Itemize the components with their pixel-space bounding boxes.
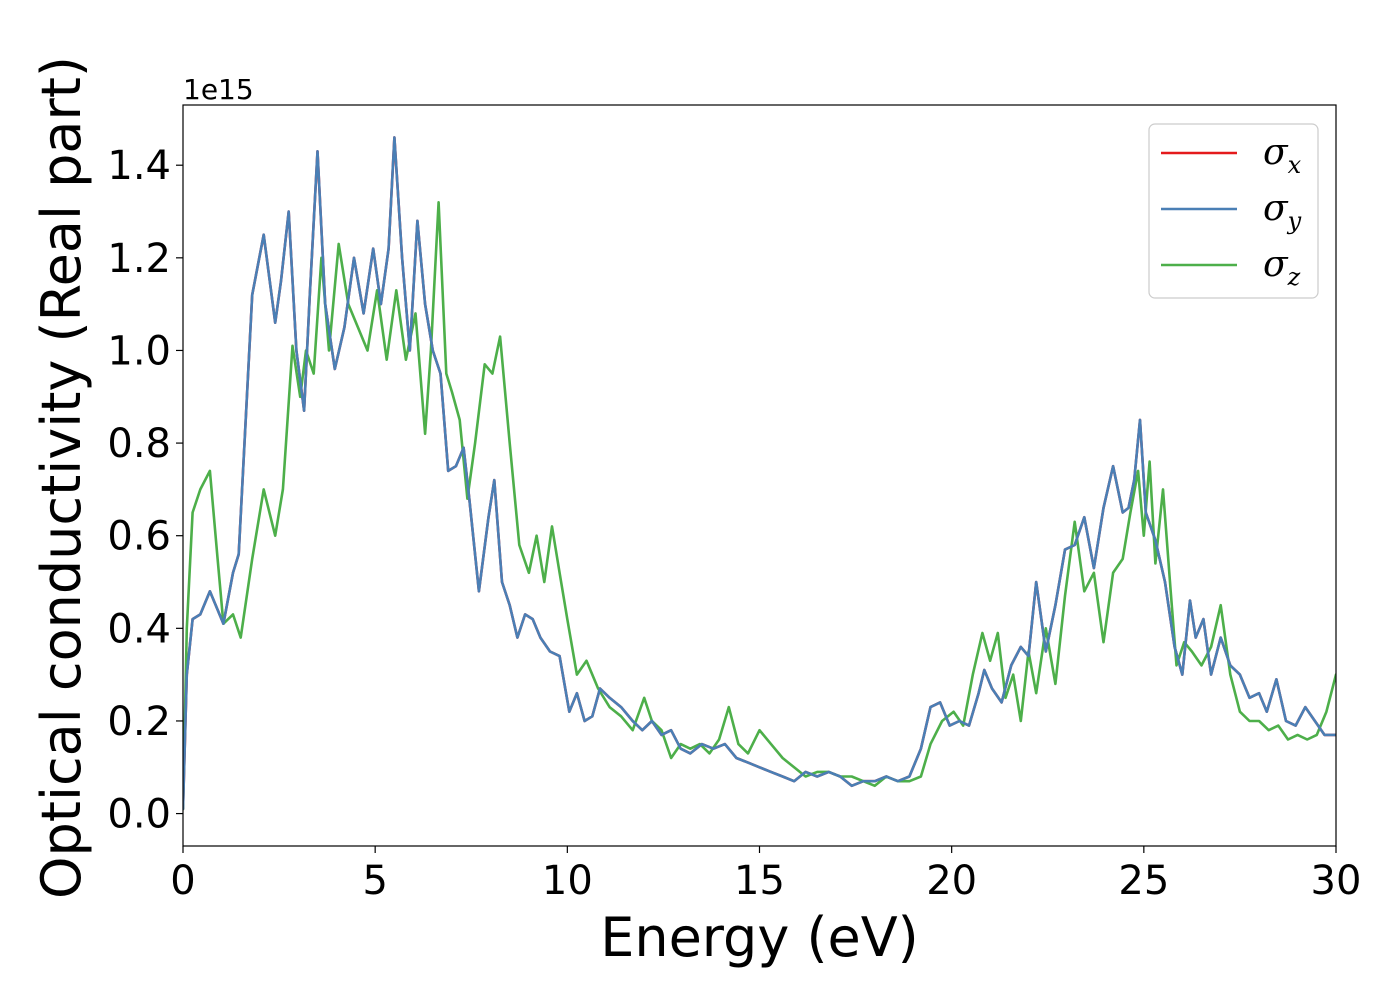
- x-tick-label: 10: [542, 858, 593, 904]
- y-tick-label: 1.4: [107, 143, 171, 189]
- x-tick-label: 30: [1311, 858, 1362, 904]
- series-line-y: [183, 136, 1336, 811]
- y-offset-label: 1e15: [183, 73, 254, 106]
- y-tick-label: 0.2: [107, 699, 171, 745]
- legend-box: [1148, 123, 1319, 299]
- x-axis: 0 5 10 15 20 25 30: [170, 846, 1361, 904]
- x-axis-label: Energy (eV): [600, 906, 919, 969]
- y-tick-label: 0.6: [107, 514, 171, 560]
- y-tick-label: 0.8: [107, 421, 171, 467]
- y-axis: 0.0 0.2 0.4 0.6 0.8 1.0 1.2 1.4: [107, 143, 183, 838]
- y-tick-label: 0.4: [107, 606, 171, 652]
- x-tick-label: 5: [362, 858, 387, 904]
- y-tick-label: 1.0: [107, 328, 171, 374]
- legend-entry-y: σy: [1263, 188, 1302, 235]
- series-layer: [183, 136, 1336, 811]
- x-tick-label: 20: [926, 858, 977, 904]
- y-tick-label: 0.0: [107, 792, 171, 838]
- legend-entry-z: σz: [1263, 244, 1301, 291]
- x-tick-label: 0: [170, 858, 195, 904]
- series-line-z: [183, 201, 1336, 811]
- legend-entry-x: σx: [1263, 132, 1302, 179]
- x-tick-label: 15: [734, 858, 785, 904]
- y-tick-label: 1.2: [107, 236, 171, 282]
- y-axis-label: Optical conductivity (Real part): [30, 56, 93, 899]
- legend: σx σy σz: [1148, 123, 1319, 299]
- x-tick-label: 25: [1118, 858, 1169, 904]
